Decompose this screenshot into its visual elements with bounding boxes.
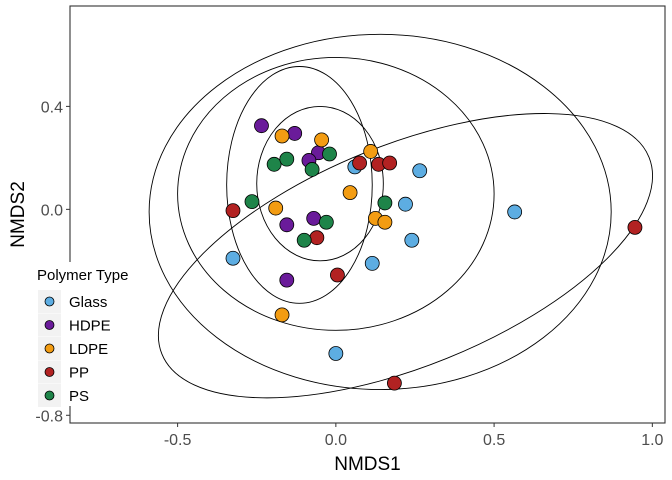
point-pp-6 xyxy=(330,267,345,283)
point-pp-7 xyxy=(387,375,402,391)
point-hdpe-6 xyxy=(279,217,295,233)
ellipse-glass xyxy=(148,33,612,390)
point-ldpe-5 xyxy=(268,200,284,216)
x-tick-label: 1.0 xyxy=(641,432,663,449)
point-glass-3 xyxy=(398,196,413,212)
y-tick-label: 0.0 xyxy=(41,202,63,219)
legend-label-ps: PS xyxy=(69,388,89,405)
point-pp-3 xyxy=(382,155,398,171)
x-tick-label: 0.5 xyxy=(483,432,505,449)
point-ldpe-7 xyxy=(377,214,393,230)
point-ldpe-8 xyxy=(274,307,290,323)
ellipse-layer xyxy=(148,33,653,399)
y-tick-label: -0.8 xyxy=(35,408,63,425)
legend: Polymer Type Glass HDPE LDPE PP PS xyxy=(32,262,150,407)
point-ps-4 xyxy=(322,146,337,162)
ellipse-pp xyxy=(157,113,653,399)
point-hdpe-5 xyxy=(306,210,322,226)
legend-swatch-ps xyxy=(44,390,55,401)
legend-label-hdpe: HDPE xyxy=(69,318,111,335)
legend-label-ldpe: LDPE xyxy=(69,341,108,358)
point-hdpe-2 xyxy=(287,126,303,141)
point-ps-1 xyxy=(266,156,282,172)
point-pp-4 xyxy=(225,203,241,219)
point-ps-3 xyxy=(304,162,320,177)
x-axis-title: NMDS1 xyxy=(334,454,401,475)
x-tick-label: -0.5 xyxy=(164,432,192,449)
point-pp-1 xyxy=(352,155,367,171)
point-ps-5 xyxy=(244,194,260,210)
point-glass-5 xyxy=(404,232,420,248)
legend-swatch-pp xyxy=(44,367,55,377)
point-pp-8 xyxy=(627,219,643,235)
legend-swatch-ldpe xyxy=(44,343,55,354)
legend-title: Polymer Type xyxy=(37,267,128,284)
legend-swatch-hdpe xyxy=(44,320,55,330)
legend-label-glass: Glass xyxy=(69,294,107,311)
x-tick-label: 0.0 xyxy=(325,432,347,449)
ellipse-ldpe xyxy=(177,57,495,331)
plot-panel-border xyxy=(69,5,666,424)
point-ps-8 xyxy=(296,232,312,248)
point-ps-6 xyxy=(377,195,393,211)
point-ldpe-4 xyxy=(342,185,358,201)
point-hdpe-7 xyxy=(279,272,295,288)
point-layer xyxy=(225,118,643,391)
point-ps-2 xyxy=(279,151,295,167)
point-ldpe-3 xyxy=(363,144,379,159)
y-axis-title: NMDS2 xyxy=(8,181,29,248)
point-glass-7 xyxy=(225,250,241,266)
point-glass-6 xyxy=(364,256,380,271)
point-hdpe-1 xyxy=(254,118,269,134)
ellipse-hdpe xyxy=(226,66,373,304)
ellipse-ps xyxy=(256,105,384,262)
point-glass-4 xyxy=(507,204,523,220)
point-ldpe-1 xyxy=(274,128,290,144)
legend-label-pp: PP xyxy=(69,365,89,382)
x-axis: -0.5 0.0 0.5 1.0 xyxy=(164,423,664,449)
point-ldpe-2 xyxy=(314,132,330,148)
point-glass-8 xyxy=(328,346,344,361)
y-tick-label: 0.4 xyxy=(41,99,63,116)
point-glass-2 xyxy=(412,163,428,179)
point-ps-7 xyxy=(318,214,334,230)
legend-swatch-glass xyxy=(44,296,55,307)
point-pp-5 xyxy=(309,230,325,246)
